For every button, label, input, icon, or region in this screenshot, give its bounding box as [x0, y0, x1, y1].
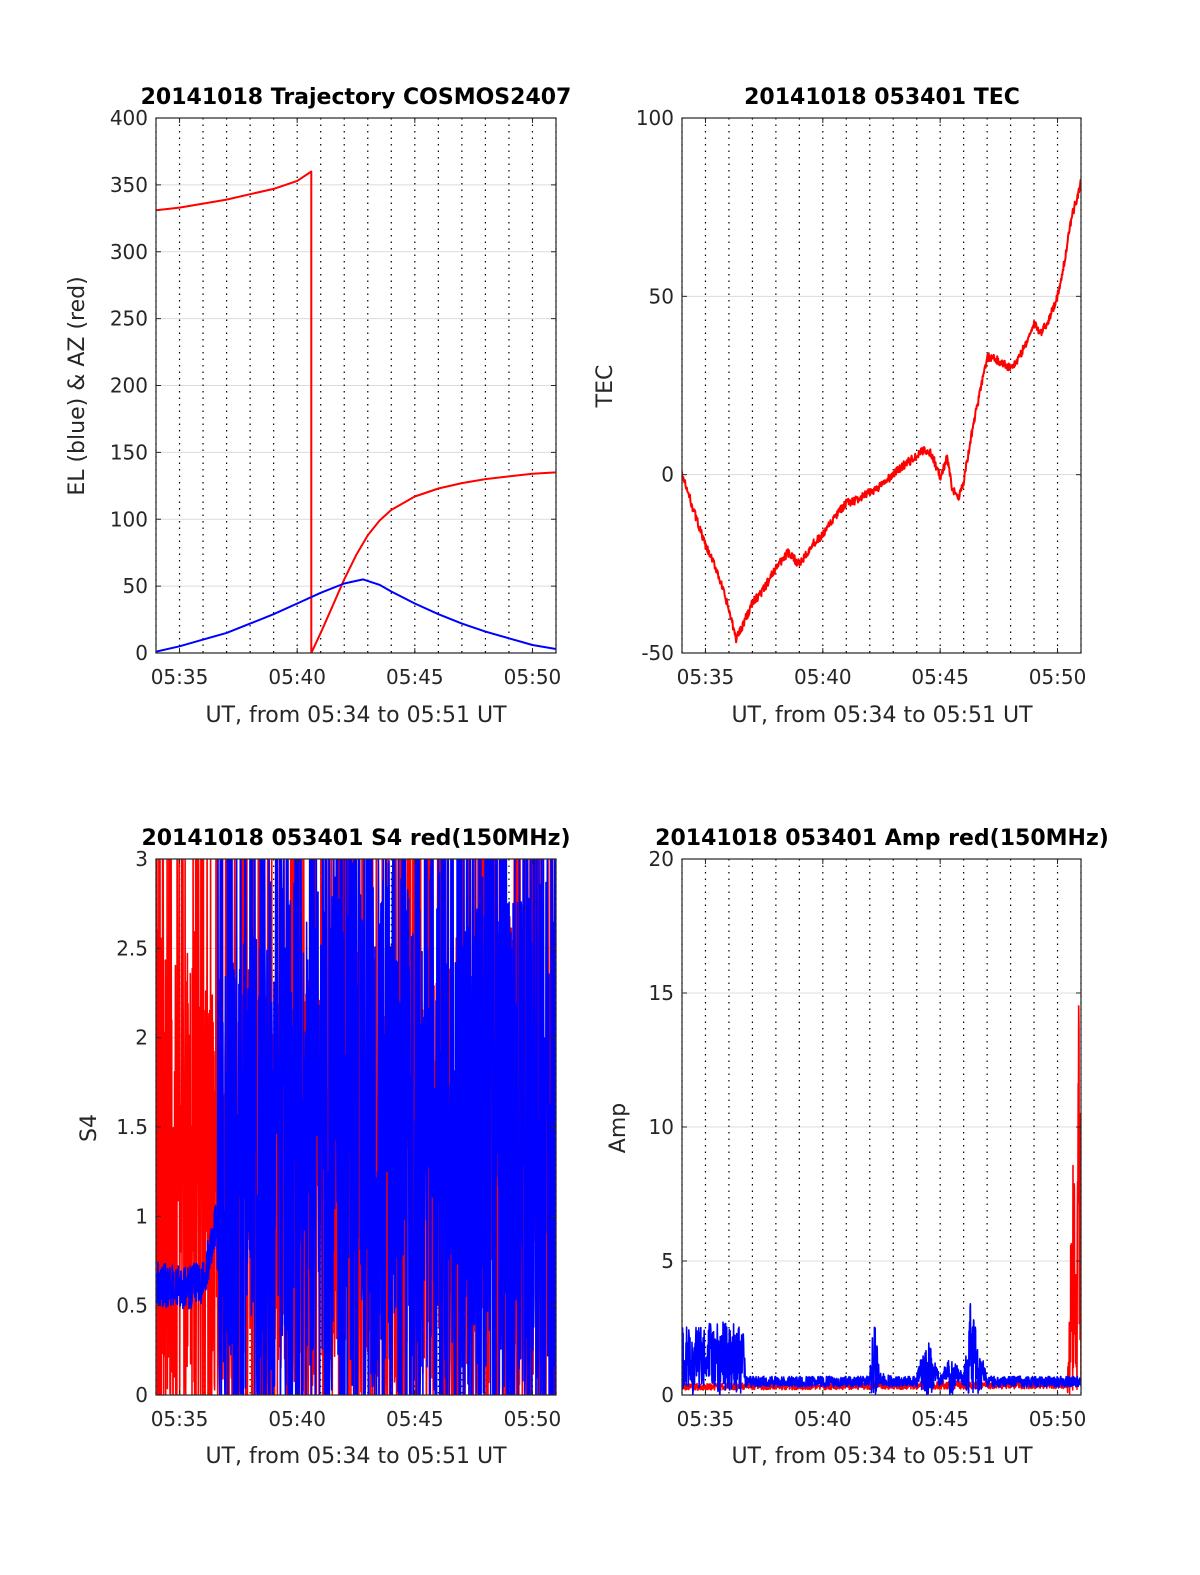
y-tick-label: 100 — [110, 507, 148, 531]
plot-title: 20141018 Trajectory COSMOS2407 — [141, 85, 572, 110]
x-tick-label: 05:40 — [794, 665, 852, 689]
plot-title: 20141018 053401 TEC — [744, 85, 1020, 110]
y-tick-label: 2.5 — [116, 936, 148, 960]
series-line — [682, 1303, 1081, 1395]
s4-plot: 20141018 053401 S4 red(150MHz) UT, from … — [77, 826, 571, 1469]
series-line — [156, 170, 556, 653]
y-axis-label: Amp — [606, 1103, 631, 1153]
tec-plot: 20141018 053401 TEC UT, from 05:34 to 05… — [593, 85, 1086, 728]
y-tick-label: 50 — [123, 574, 148, 598]
series-line — [156, 578, 556, 653]
x-axis-label: UT, from 05:34 to 05:51 UT — [205, 1444, 507, 1469]
y-axis-label: TEC — [593, 365, 618, 409]
x-tick-label: 05:50 — [1029, 1407, 1087, 1431]
y-tick-label: 300 — [110, 240, 148, 264]
x-tick-label: 05:45 — [386, 1407, 444, 1431]
y-axis-label: EL (blue) & AZ (red) — [65, 276, 90, 495]
x-axis-label: UT, from 05:34 to 05:51 UT — [731, 1444, 1033, 1469]
x-tick-label: 05:35 — [677, 1407, 735, 1431]
y-axis-label: S4 — [77, 1114, 102, 1142]
y-tick-label: 250 — [110, 307, 148, 331]
y-tick-label: -50 — [641, 641, 674, 665]
y-tick-label: 0 — [661, 1383, 674, 1407]
y-tick-label: 150 — [110, 440, 148, 464]
y-tick-label: 10 — [649, 1115, 674, 1139]
series-line — [156, 859, 556, 1395]
y-tick-label: 400 — [110, 106, 148, 130]
plot-title: 20141018 053401 S4 red(150MHz) — [141, 826, 570, 851]
y-tick-label: 3 — [135, 847, 148, 871]
y-tick-label: 350 — [110, 173, 148, 197]
y-tick-label: 15 — [649, 981, 674, 1005]
x-tick-label: 05:50 — [1029, 665, 1087, 689]
series-line — [682, 178, 1081, 644]
x-tick-label: 05:50 — [504, 665, 562, 689]
y-tick-label: 5 — [661, 1249, 674, 1273]
y-tick-label: 20 — [649, 847, 674, 871]
y-tick-label: 1.5 — [116, 1115, 148, 1139]
y-tick-label: 100 — [636, 106, 674, 130]
x-tick-label: 05:45 — [911, 1407, 969, 1431]
x-tick-label: 05:35 — [151, 665, 209, 689]
x-axis-label: UT, from 05:34 to 05:51 UT — [205, 703, 507, 728]
y-tick-label: 0.5 — [116, 1294, 148, 1318]
y-tick-label: 50 — [649, 284, 674, 308]
trajectory-plot: 20141018 Trajectory COSMOS2407 UT, from … — [65, 85, 571, 728]
y-tick-label: 1 — [135, 1204, 148, 1228]
y-tick-label: 0 — [661, 463, 674, 487]
x-tick-label: 05:45 — [911, 665, 969, 689]
plot-frame — [681, 117, 1082, 654]
x-tick-label: 05:50 — [504, 1407, 562, 1431]
x-tick-label: 05:40 — [268, 1407, 326, 1431]
plot-title: 20141018 053401 Amp red(150MHz) — [655, 826, 1109, 851]
x-tick-label: 05:45 — [386, 665, 444, 689]
y-tick-label: 0 — [135, 1383, 148, 1407]
y-tick-label: 200 — [110, 374, 148, 398]
x-tick-label: 05:40 — [268, 665, 326, 689]
y-tick-label: 2 — [135, 1026, 148, 1050]
x-tick-label: 05:35 — [151, 1407, 209, 1431]
amp-plot: 20141018 053401 Amp red(150MHz) UT, from… — [606, 826, 1109, 1469]
x-tick-label: 05:35 — [677, 665, 735, 689]
x-axis-label: UT, from 05:34 to 05:51 UT — [731, 703, 1033, 728]
x-tick-label: 05:40 — [794, 1407, 852, 1431]
y-tick-label: 0 — [135, 641, 148, 665]
